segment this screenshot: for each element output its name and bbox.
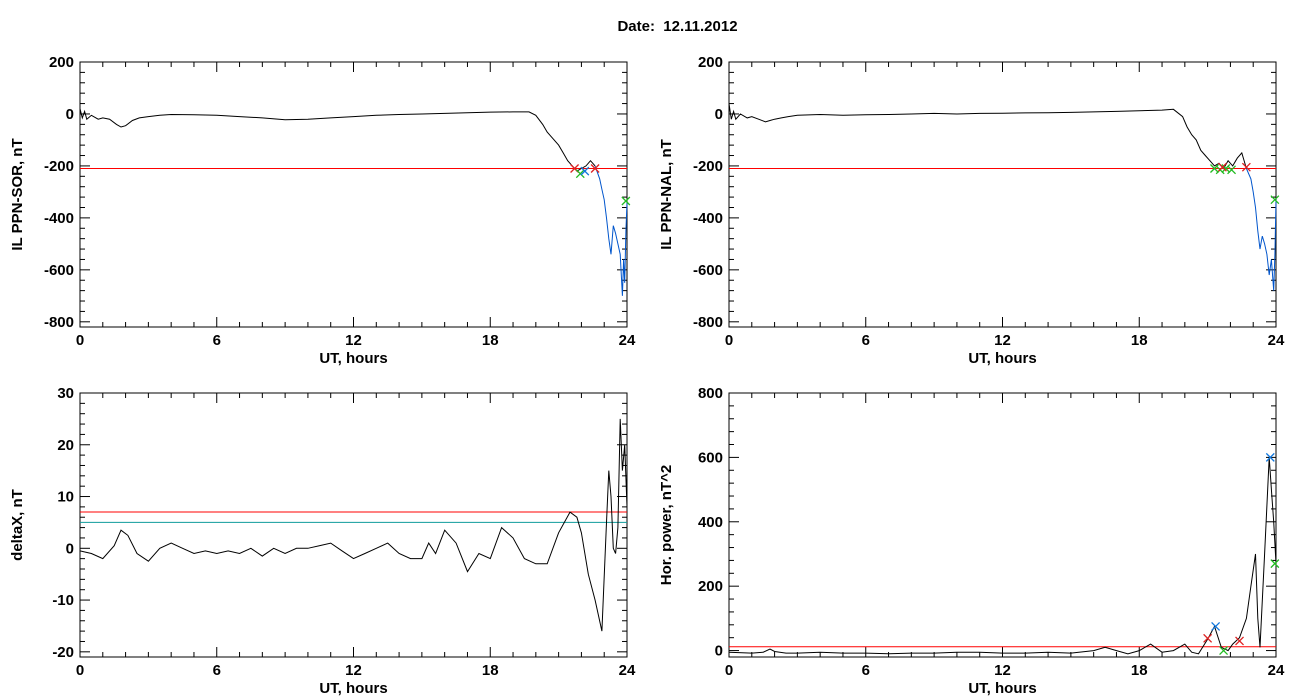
cross-marker-stroke xyxy=(1210,164,1219,173)
y-tick-label: -800 xyxy=(693,314,723,331)
cross-marker-stroke xyxy=(570,164,580,173)
y-tick-label: -800 xyxy=(44,314,74,331)
y-axis-label: IL PPN-SOR, nT xyxy=(9,138,26,250)
y-tick-label: 400 xyxy=(698,514,723,531)
x-axis-label: UT, hours xyxy=(968,350,1036,367)
x-tick-label: 0 xyxy=(76,662,84,679)
page-title: Date: 12.11.2012 xyxy=(617,18,738,35)
x-tick-label: 12 xyxy=(345,332,362,349)
cross-marker-stroke xyxy=(1270,559,1280,569)
x-tick-label: 18 xyxy=(1131,662,1148,679)
series-line xyxy=(1245,168,1277,291)
plot-frame xyxy=(79,61,628,328)
x-tick-label: 12 xyxy=(994,662,1011,679)
panel-deltax: 0 6 12 18 24 -20 -10 0 10 20 30 UT, hours deltaX, nT xyxy=(9,385,636,697)
series-line xyxy=(728,103,1247,170)
y-tick-label: 200 xyxy=(49,54,74,71)
cross-marker xyxy=(1270,195,1280,205)
x-tick-label: 12 xyxy=(345,662,362,679)
cross-marker xyxy=(1217,162,1227,172)
y-tick-label: 0 xyxy=(66,540,74,557)
y-tick-label: -400 xyxy=(693,210,723,227)
x-tick-label: 6 xyxy=(862,332,870,349)
cross-marker-stroke xyxy=(1265,452,1275,462)
cross-marker-stroke xyxy=(1217,162,1227,172)
cross-marker xyxy=(575,169,585,179)
y-tick-label: 200 xyxy=(698,54,723,71)
y-tick-label: -600 xyxy=(693,262,723,279)
cross-marker-stroke xyxy=(1221,164,1231,173)
y-axis-label: deltaX, nT xyxy=(9,489,26,561)
cross-marker xyxy=(621,196,631,206)
cross-marker xyxy=(1227,165,1237,175)
cross-marker xyxy=(580,166,590,176)
x-tick-label: 18 xyxy=(482,332,499,349)
panel-hor-power: 0 6 12 18 24 0 200 400 600 800 UT, hours Hor. power… xyxy=(658,385,1285,697)
y-tick-label: -20 xyxy=(52,644,74,661)
cross-marker-stroke xyxy=(575,169,585,179)
cross-marker-stroke xyxy=(1211,621,1221,631)
cross-marker-stroke xyxy=(1219,646,1229,656)
x-axis-label: UT, hours xyxy=(319,680,387,697)
x-tick-label: 24 xyxy=(619,662,636,679)
y-tick-label: -600 xyxy=(44,262,74,279)
y-tick-label: -400 xyxy=(44,210,74,227)
cross-marker xyxy=(1265,452,1275,462)
cross-marker xyxy=(1235,636,1244,646)
y-tick-label: 0 xyxy=(66,106,74,123)
plot-frame xyxy=(728,61,1277,328)
x-axis-label: UT, hours xyxy=(968,680,1036,697)
x-tick-label: 6 xyxy=(862,662,870,679)
cross-marker-stroke xyxy=(1241,162,1251,172)
cross-marker xyxy=(1270,559,1280,569)
x-tick-label: 24 xyxy=(619,332,636,349)
panel-il-ppn-sor: 0 6 12 18 24 -800 -600 -400 -200 0 200 UT, hours IL … xyxy=(9,54,636,367)
y-tick-label: 30 xyxy=(57,385,74,402)
x-axis-label: UT, hours xyxy=(319,350,387,367)
y-tick-label: 0 xyxy=(715,643,723,660)
plot-frame xyxy=(79,392,628,658)
cross-marker-stroke xyxy=(1203,633,1213,643)
y-tick-label: -200 xyxy=(44,158,74,175)
series-line xyxy=(79,418,628,632)
cross-marker-stroke xyxy=(590,164,600,173)
y-tick-label: 20 xyxy=(57,437,74,454)
x-tick-label: 0 xyxy=(725,332,733,349)
y-tick-label: -200 xyxy=(693,158,723,175)
y-tick-label: 10 xyxy=(57,489,74,506)
y-axis-label: Hor. power, nT^2 xyxy=(658,465,675,585)
y-tick-label: 600 xyxy=(698,449,723,466)
cross-marker-stroke xyxy=(1235,636,1244,646)
x-tick-label: 6 xyxy=(213,332,221,349)
panel-il-ppn-nal: 0 6 12 18 24 -800 -600 -400 -200 0 200 UT, hours IL … xyxy=(658,54,1285,367)
cross-marker-stroke xyxy=(580,166,590,176)
x-tick-label: 0 xyxy=(725,662,733,679)
x-tick-label: 18 xyxy=(482,662,499,679)
cross-marker-stroke xyxy=(621,196,631,206)
x-tick-label: 18 xyxy=(1131,332,1148,349)
series-line xyxy=(79,108,596,172)
series-line xyxy=(594,165,628,296)
cross-marker xyxy=(1219,646,1229,656)
series-line xyxy=(728,457,1277,655)
x-tick-label: 0 xyxy=(76,332,84,349)
x-tick-label: 12 xyxy=(994,332,1011,349)
y-tick-label: -10 xyxy=(52,592,74,609)
cross-marker xyxy=(1203,633,1213,643)
plot-frame xyxy=(728,392,1277,658)
y-tick-label: 800 xyxy=(698,385,723,402)
cross-marker xyxy=(1211,621,1221,631)
x-tick-label: 24 xyxy=(1268,662,1285,679)
cross-marker-stroke xyxy=(1227,165,1237,175)
x-tick-label: 24 xyxy=(1268,332,1285,349)
cross-marker xyxy=(590,164,600,173)
cross-marker xyxy=(1210,164,1219,173)
x-tick-label: 6 xyxy=(213,662,221,679)
cross-marker xyxy=(1241,162,1251,172)
y-tick-label: 200 xyxy=(698,578,723,595)
y-axis-label: IL PPN-NAL, nT xyxy=(658,139,675,250)
y-tick-label: 0 xyxy=(715,106,723,123)
cross-marker-stroke xyxy=(1270,195,1280,205)
